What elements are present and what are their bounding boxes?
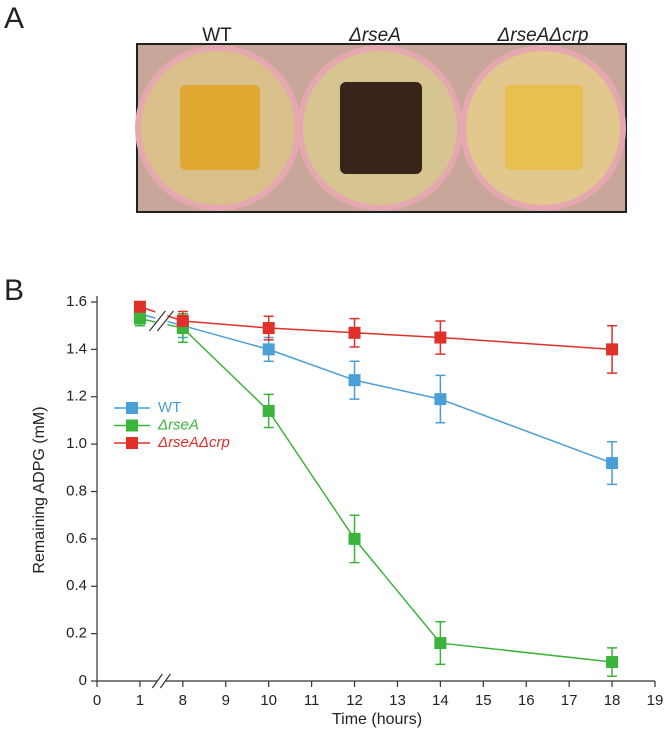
x-tick-label: 14 xyxy=(432,692,449,709)
panel-label: B xyxy=(4,274,24,307)
marker xyxy=(606,457,619,470)
x-tick-label: 8 xyxy=(179,692,187,709)
marker xyxy=(133,312,146,325)
y-tick-label: 0.8 xyxy=(66,482,87,499)
x-axis-label: Time (hours) xyxy=(332,711,422,728)
x-tick-label: 16 xyxy=(518,692,535,709)
y-tick-label: 0.2 xyxy=(66,625,87,642)
legend-label: WT xyxy=(158,399,181,416)
marker xyxy=(262,322,275,335)
series-line xyxy=(139,313,613,464)
marker xyxy=(434,637,447,650)
legend-label: ΔrseAΔcrp xyxy=(157,434,230,451)
line-break xyxy=(148,310,166,332)
x-tick-label: 17 xyxy=(561,692,578,709)
marker xyxy=(262,404,275,417)
x-tick-label: 18 xyxy=(604,692,621,709)
marker xyxy=(434,393,447,406)
x-tick-label: 12 xyxy=(346,692,363,709)
column-label: WT xyxy=(202,25,232,46)
marker xyxy=(606,343,619,356)
column-label: ΔrseAΔcrp xyxy=(497,25,589,46)
y-tick-label: 0.6 xyxy=(66,530,87,547)
x-tick-label: 11 xyxy=(304,692,320,709)
legend-label: ΔrseA xyxy=(157,416,199,433)
marker xyxy=(262,343,275,356)
x-tick-label: 13 xyxy=(389,692,406,709)
series-line xyxy=(139,317,613,663)
marker xyxy=(434,331,447,344)
marker xyxy=(348,532,361,545)
x-tick-label: 9 xyxy=(222,692,230,709)
x-tick-label: 0 xyxy=(93,692,101,709)
x-tick-label: 1 xyxy=(136,692,144,709)
y-tick-label: 1.2 xyxy=(66,388,87,405)
y-tick-label: 1.6 xyxy=(66,293,87,310)
marker xyxy=(348,326,361,339)
y-tick-label: 0.4 xyxy=(66,577,87,594)
x-tick-label: 15 xyxy=(475,692,492,709)
marker xyxy=(133,300,146,313)
legend-marker xyxy=(126,402,138,414)
marker xyxy=(348,374,361,387)
panel-label: A xyxy=(4,2,24,35)
legend-marker xyxy=(126,437,138,449)
axis-break-gap xyxy=(157,678,166,684)
legend-marker xyxy=(126,419,138,432)
column-label: ΔrseA xyxy=(348,25,401,46)
y-tick-label: 1.4 xyxy=(66,340,87,357)
axis-break xyxy=(151,673,163,689)
y-tick-label: 1.0 xyxy=(66,435,87,452)
y-axis-label: Remaining ADPG (mM) xyxy=(31,406,48,573)
line-break xyxy=(156,310,174,332)
x-tick-label: 19 xyxy=(647,692,664,709)
axis-break xyxy=(159,673,171,689)
line-break-gap xyxy=(155,310,168,331)
marker xyxy=(606,656,619,669)
series-line xyxy=(139,306,613,351)
plate-photo xyxy=(135,43,627,213)
marker xyxy=(176,314,189,327)
x-tick-label: 10 xyxy=(260,692,277,709)
y-tick-label: 0 xyxy=(79,672,87,689)
